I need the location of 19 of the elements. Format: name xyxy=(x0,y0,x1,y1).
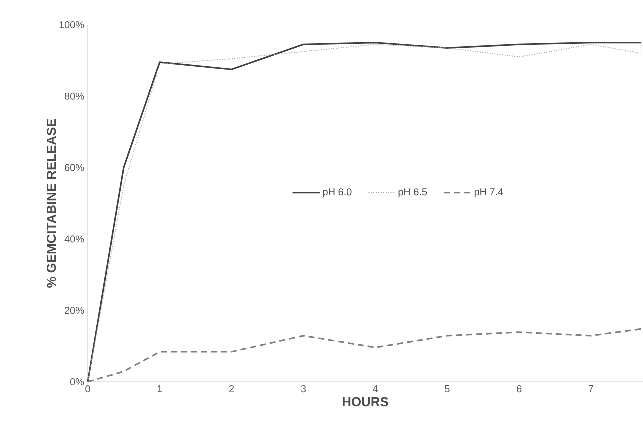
x-tick-label: 4 xyxy=(373,386,378,392)
y-tick-label: 80% xyxy=(64,92,84,100)
x-tick-label: 2 xyxy=(230,386,234,392)
y-tick-label: 40% xyxy=(64,236,84,243)
x-tick-label: 6 xyxy=(517,386,522,393)
y-axis-title: % GEMCITABINE RELEASE xyxy=(46,119,56,288)
y-tick-label: 100% xyxy=(60,21,84,29)
legend-label: pH 6.0 xyxy=(323,188,352,198)
x-tick-label: 7 xyxy=(588,386,594,392)
x-tick-label: 5 xyxy=(445,386,450,392)
y-tick-label: 60% xyxy=(65,164,84,172)
legend-label: pH 7.4 xyxy=(474,188,504,198)
x-tick-label: 1 xyxy=(158,386,162,392)
x-tick-label: 3 xyxy=(301,386,306,393)
legend-label: pH 6.5 xyxy=(398,188,428,198)
y-tick-label: 20% xyxy=(65,307,84,314)
y-tick-label: 0% xyxy=(70,378,84,386)
x-tick-label: 0 xyxy=(86,386,90,393)
x-axis-title: HOURS xyxy=(342,397,388,407)
